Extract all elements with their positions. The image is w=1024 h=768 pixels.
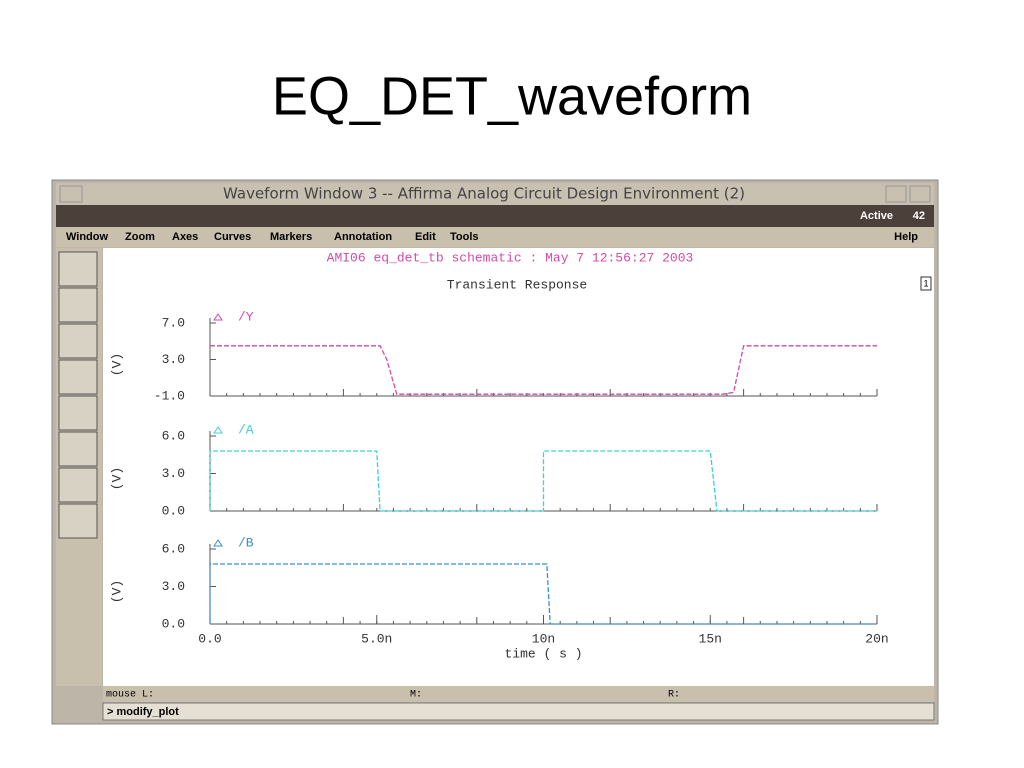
y-tick-label: 6.0 xyxy=(162,541,185,556)
tool-button[interactable] xyxy=(58,431,98,467)
x-tick-label: 5.0n xyxy=(361,631,392,646)
legend-symbol xyxy=(213,426,223,434)
plot-title: Transient Response xyxy=(447,277,587,292)
menu-item[interactable]: Edit xyxy=(415,231,436,243)
menu-item[interactable]: Window xyxy=(66,231,108,243)
tool-button[interactable] xyxy=(58,503,98,539)
window-number: 42 xyxy=(913,210,925,222)
x-tick-label: 10n xyxy=(532,631,555,646)
menu-item[interactable]: Axes xyxy=(172,231,198,243)
x-tick-label: 20n xyxy=(865,631,888,646)
tool-button[interactable] xyxy=(58,323,98,359)
legend-symbol xyxy=(213,313,223,321)
tool-button[interactable] xyxy=(58,395,98,431)
menu-item[interactable]: Tools xyxy=(450,231,479,243)
waveform xyxy=(210,345,877,395)
mouse-bar xyxy=(103,686,934,702)
waveform xyxy=(209,450,877,512)
tool-button[interactable] xyxy=(58,251,98,287)
command-line[interactable] xyxy=(102,702,935,721)
y-tick-label: 3.0 xyxy=(162,466,185,481)
y-axis-label: (V) xyxy=(109,467,124,490)
tool-button[interactable] xyxy=(58,467,98,503)
plot-header: AMI06 eq_det_tb schematic : May 7 12:56:… xyxy=(327,250,694,265)
y-tick-label: -1.0 xyxy=(154,388,185,403)
subwindow-box[interactable] xyxy=(920,276,932,291)
x-tick-label: 0.0 xyxy=(198,631,221,646)
y-tick-label: 6.0 xyxy=(162,428,185,443)
menu-item[interactable]: Annotation xyxy=(334,231,392,243)
y-tick-label: 0.0 xyxy=(162,616,185,631)
tool-button[interactable] xyxy=(58,287,98,323)
mouse-left: mouse L: xyxy=(106,690,154,701)
mouse-middle: M: xyxy=(410,690,422,701)
menu-item[interactable]: Zoom xyxy=(125,231,155,243)
waveform xyxy=(209,563,877,625)
y-tick-label: 0.0 xyxy=(162,503,185,518)
mouse-right: R: xyxy=(668,690,680,701)
y-tick-label: 7.0 xyxy=(162,315,185,330)
x-axis-label: time ( s ) xyxy=(504,646,582,661)
legend-entry: /Y xyxy=(238,309,254,324)
y-axis-label: (V) xyxy=(109,353,124,376)
legend-entry: /A xyxy=(238,422,254,437)
legend-entry: /B xyxy=(238,535,254,550)
maximize-button[interactable] xyxy=(909,185,931,203)
y-tick-label: 3.0 xyxy=(162,579,185,594)
menu-item[interactable]: Markers xyxy=(270,231,312,243)
window-menu-button[interactable] xyxy=(59,185,83,203)
minimize-button[interactable] xyxy=(885,185,907,203)
status: Active xyxy=(860,210,893,222)
plot-area xyxy=(103,248,934,686)
window-title: Waveform Window 3 -- Affirma Analog Circ… xyxy=(223,185,745,203)
slide-title: EQ_DET_waveform xyxy=(272,66,752,126)
tool-button[interactable] xyxy=(58,359,98,395)
x-tick-label: 15n xyxy=(699,631,722,646)
subwindow-number: 1 xyxy=(923,278,928,288)
y-tick-label: 3.0 xyxy=(162,352,185,367)
menu-item[interactable]: Curves xyxy=(214,231,251,243)
command: > modify_plot xyxy=(107,706,179,718)
y-axis-label: (V) xyxy=(109,580,124,603)
menu-item[interactable]: Help xyxy=(894,231,918,243)
status-bar xyxy=(56,205,934,227)
legend-symbol xyxy=(213,539,223,547)
title-bar xyxy=(56,183,934,205)
menu-bar xyxy=(56,227,934,247)
